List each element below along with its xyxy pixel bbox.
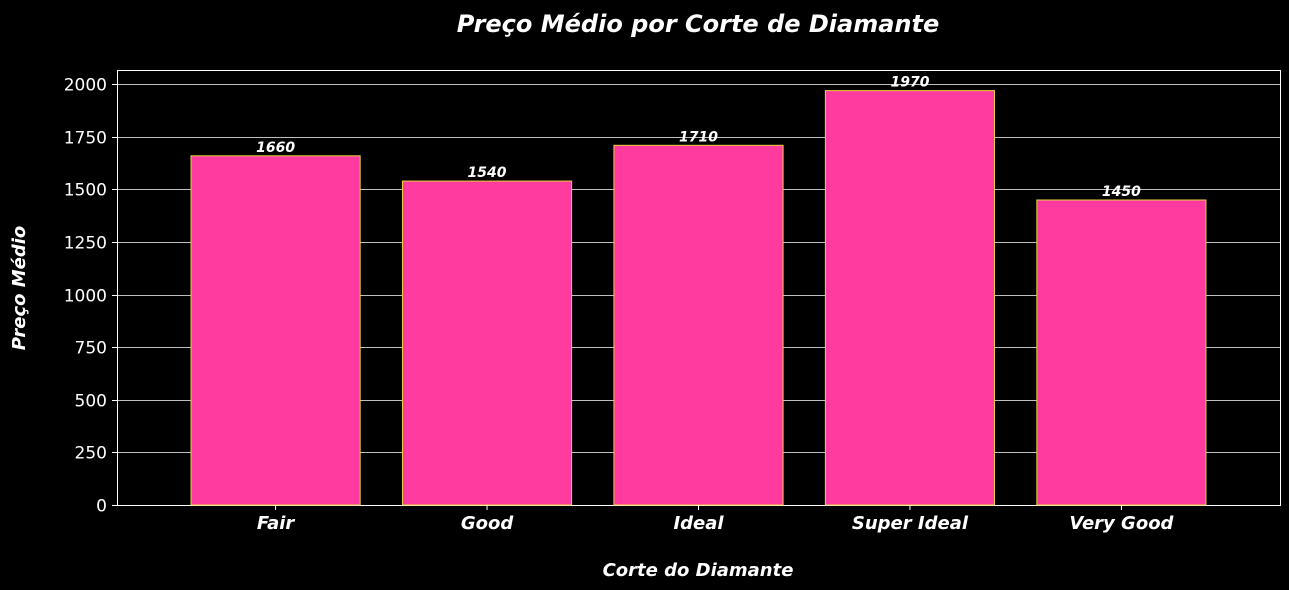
y-axis-ticks: 0 250 500 750 1000 1250 1500 1750 2000 — [64, 76, 117, 517]
x-tick-label: Fair — [257, 513, 296, 534]
bar-ideal — [613, 144, 784, 506]
data-label: 1450 — [1102, 184, 1141, 200]
y-axis-label: Preço Médio — [9, 226, 30, 351]
bars — [190, 90, 1207, 506]
y-tick-label: 2000 — [64, 76, 107, 96]
x-tick-label: Good — [461, 513, 515, 534]
data-label: 1710 — [679, 129, 718, 145]
x-tick-label: Very Good — [1069, 513, 1174, 534]
data-labels: 1660 1540 1710 1970 1450 — [256, 75, 1141, 200]
x-axis-ticks: Fair Good Ideal Super Ideal Very Good — [257, 505, 1175, 534]
chart-title: Preço Médio por Corte de Diamante — [457, 10, 940, 38]
data-label: 1970 — [890, 75, 929, 91]
y-tick-label: 750 — [75, 339, 107, 359]
y-tick-label: 1000 — [64, 287, 107, 307]
x-tick-label: Ideal — [673, 513, 724, 534]
y-tick-label: 500 — [75, 392, 107, 412]
y-tick-label: 1500 — [64, 181, 107, 201]
bar-fair — [190, 155, 361, 506]
bar-very-good — [1036, 199, 1207, 506]
y-tick-label: 250 — [75, 444, 107, 464]
bar-super-ideal — [824, 90, 996, 506]
y-tick-label: 1750 — [64, 129, 107, 149]
data-label: 1540 — [468, 165, 507, 181]
y-tick-label: 0 — [96, 497, 107, 517]
bar-good — [401, 180, 573, 506]
x-tick-label: Super Ideal — [852, 513, 969, 534]
y-tick-label: 1250 — [64, 234, 107, 254]
x-axis-label: Corte do Diamante — [603, 560, 794, 581]
data-label: 1660 — [256, 140, 295, 156]
